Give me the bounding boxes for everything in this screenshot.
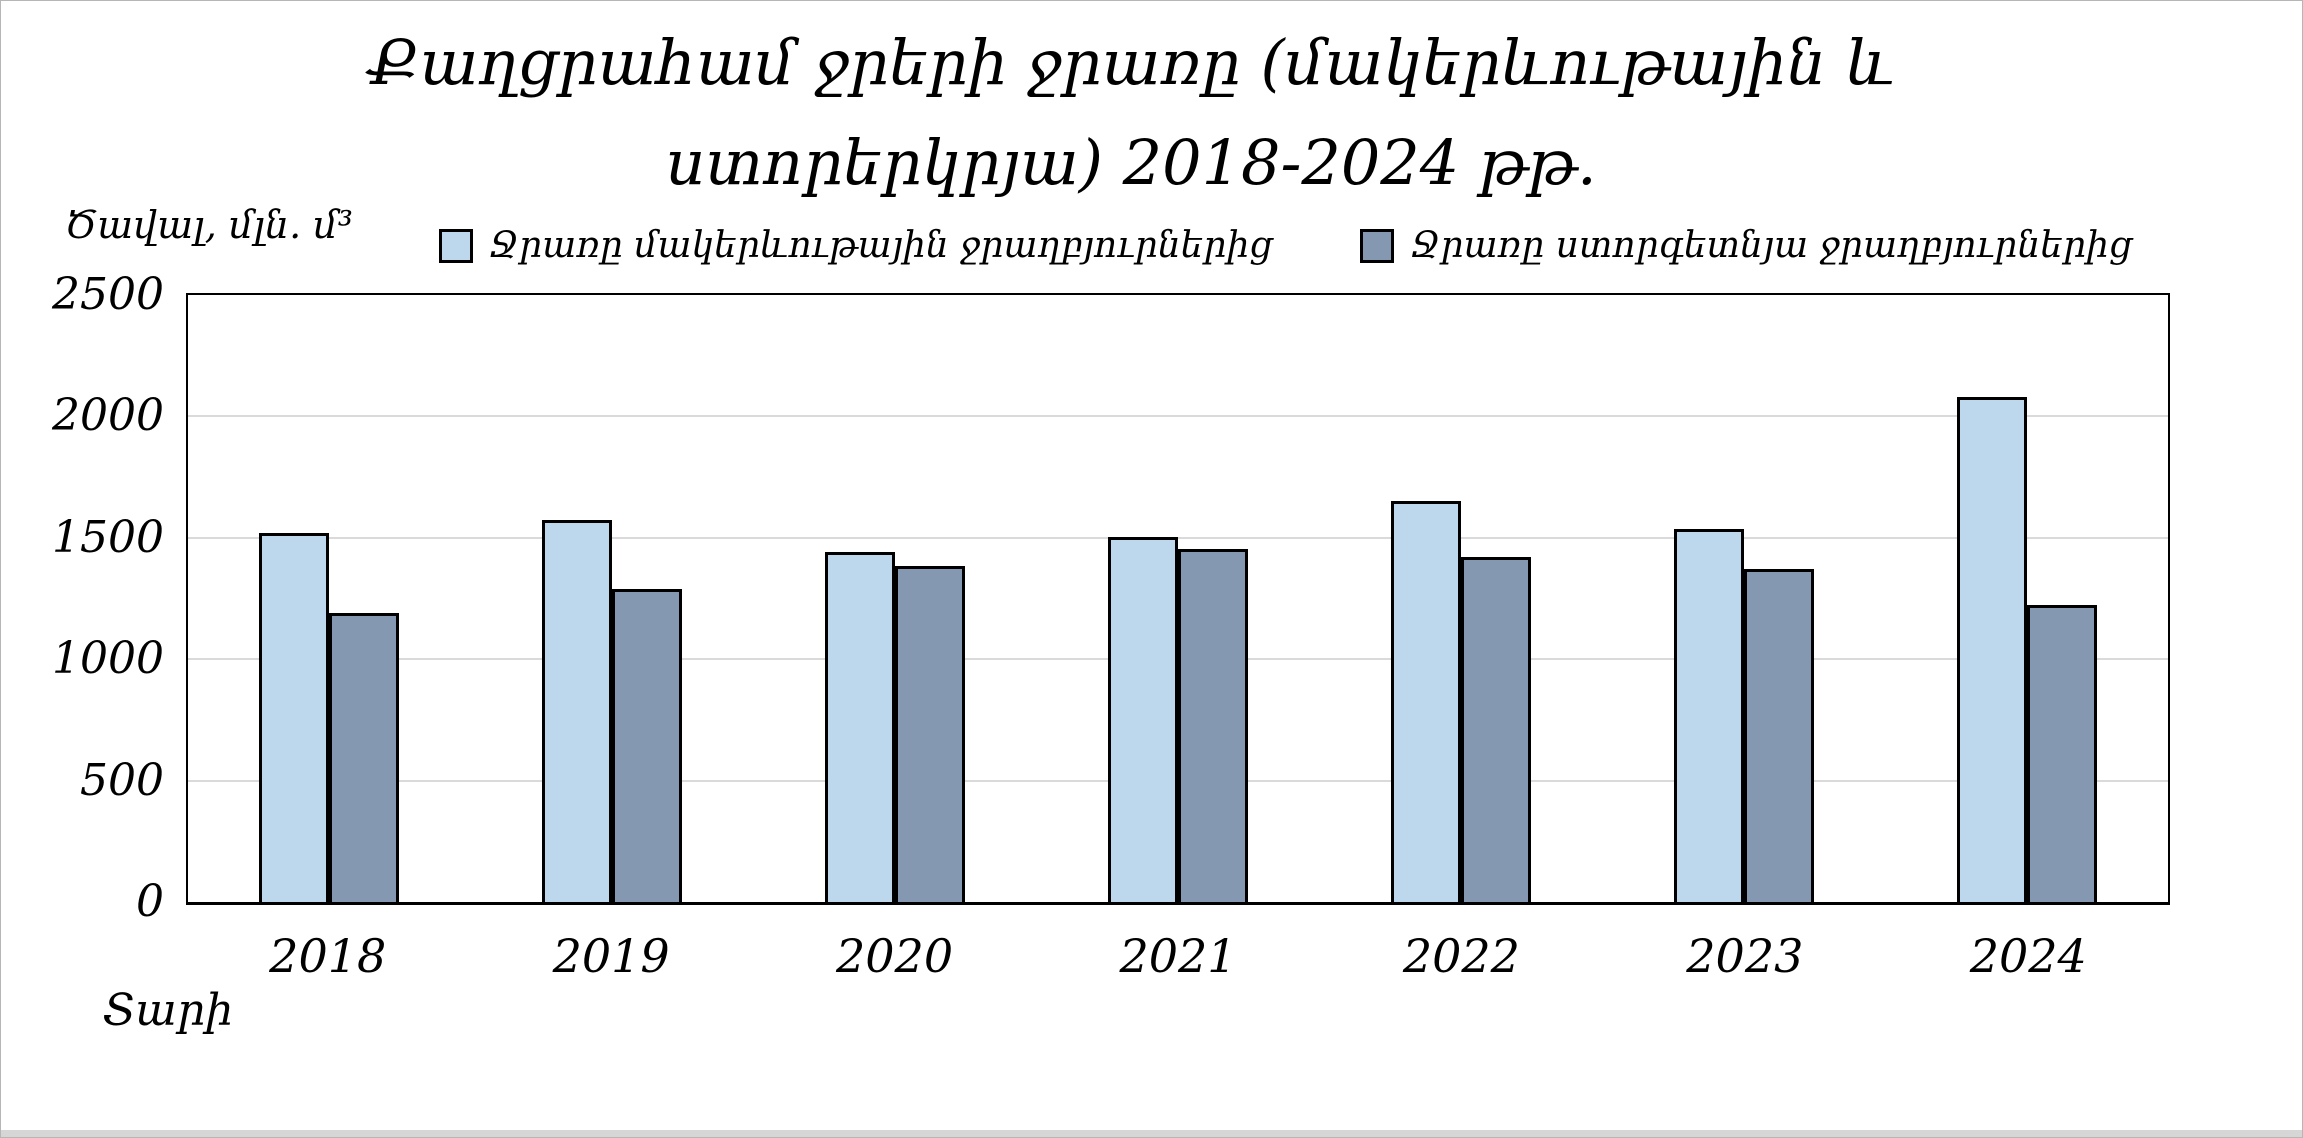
bar-group-2024 xyxy=(1885,295,2168,902)
chart-title-line-2: ստորերկրյա) 2018-2024 թթ. xyxy=(665,126,1597,199)
legend: Ջրառը մակերևութային ջրաղբյուրներից Ջրառը… xyxy=(439,225,2132,266)
bar-surface-2024 xyxy=(1956,396,2027,902)
bar-group-2018 xyxy=(188,295,471,902)
y-tick-label: 2000 xyxy=(52,390,164,442)
y-tick-label: 500 xyxy=(80,754,164,806)
y-tick-label: 1500 xyxy=(52,511,164,563)
y-tick-label: 1000 xyxy=(52,633,164,685)
bar-surface-2020 xyxy=(825,552,896,902)
bar-underground-2021 xyxy=(1178,548,1248,902)
bar-group-2023 xyxy=(1602,295,1885,902)
legend-label-surface: Ջրառը մակերևութային ջրաղբյուրներից xyxy=(489,225,1273,266)
bar-underground-2023 xyxy=(1743,569,1814,902)
x-tick-label-2024: 2024 xyxy=(1969,929,2087,983)
legend-label-underground: Ջրառը ստորգետնյա ջրաղբյուրներից xyxy=(1410,225,2132,266)
x-axis-title: Տարի xyxy=(103,985,234,1036)
x-tick-label-2019: 2019 xyxy=(552,929,670,983)
gridline xyxy=(188,415,2168,418)
bottom-strip xyxy=(1,1130,2302,1137)
bar-surface-2023 xyxy=(1673,529,1744,902)
y-tick-label: 2500 xyxy=(52,269,164,320)
legend-item-surface: Ջրառը մակերևութային ջրաղբյուրներից xyxy=(439,225,1272,266)
x-tick-label-2022: 2022 xyxy=(1402,929,1520,983)
x-tick-label-2021: 2021 xyxy=(1119,929,1237,983)
bar-group-2022 xyxy=(1319,295,1602,902)
bar-group-2021 xyxy=(1037,295,1320,902)
chart-title: Քաղցրահամ ջրերի ջրառը (մակերևութային և ս… xyxy=(1,13,2261,213)
bar-surface-2018 xyxy=(259,532,330,902)
bar-underground-2020 xyxy=(895,565,966,902)
y-tick-label: 0 xyxy=(136,876,164,927)
bar-surface-2021 xyxy=(1108,536,1178,902)
bar-underground-2018 xyxy=(329,613,400,902)
gridline xyxy=(188,536,2168,539)
bar-group-2019 xyxy=(471,295,754,902)
plot-area: 0 500 1000 1500 2000 2500 xyxy=(52,270,2170,927)
x-axis-tick-labels: 2018 2019 2020 2021 2022 2023 2024 xyxy=(186,929,2170,983)
bar-underground-2019 xyxy=(612,588,683,902)
legend-marker-underground-icon xyxy=(1360,228,1395,263)
bar-underground-2022 xyxy=(1460,557,1531,902)
x-tick-label-2023: 2023 xyxy=(1686,929,1804,983)
legend-item-underground: Ջրառը ստորգետնյա ջրաղբյուրներից xyxy=(1360,225,2132,266)
x-tick-label-2020: 2020 xyxy=(836,929,954,983)
y-axis-label: Ծավալ, մլն. մ³ xyxy=(65,203,353,247)
x-tick-label-2018: 2018 xyxy=(269,929,387,983)
bar-surface-2019 xyxy=(542,519,613,902)
bar-group-2020 xyxy=(754,295,1037,902)
chart-title-line-1: Քաղցրահամ ջրերի ջրառը (մակերևութային և xyxy=(367,26,1895,99)
legend-marker-surface-icon xyxy=(439,228,473,263)
bar-underground-2024 xyxy=(2026,604,2097,902)
bar-series xyxy=(188,295,2168,902)
bar-surface-2022 xyxy=(1390,501,1461,902)
